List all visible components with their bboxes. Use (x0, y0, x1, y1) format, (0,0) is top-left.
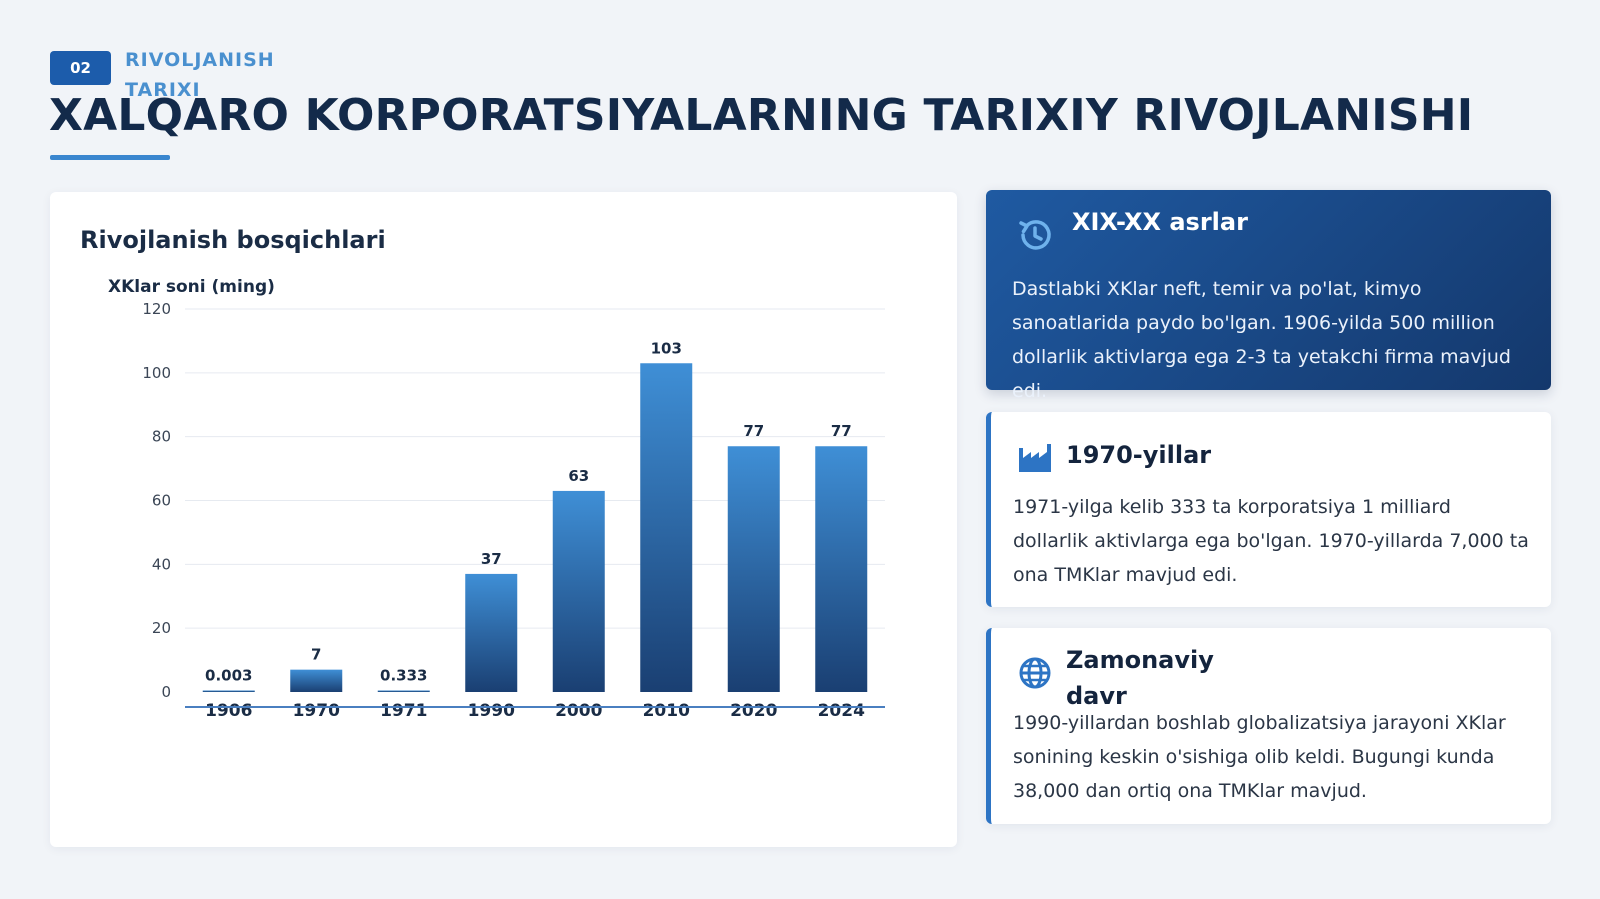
data-label-1906: 0.003 (205, 667, 252, 685)
y-axis-label: XKlar soni (ming) (108, 277, 275, 297)
card-heading: XIX-XX asrlar (1072, 208, 1248, 236)
y-tick-label: 60 (152, 492, 171, 510)
card-zamonaviy: Zamonaviy davr 1990-yillardan boshlab gl… (986, 628, 1551, 824)
x-tick-label-1906: 1906 (205, 701, 252, 721)
bar-2000 (552, 490, 605, 692)
card-heading: 1970-yillar (1066, 441, 1212, 469)
card-text: Dastlabki XKlar neft, temir va po'lat, k… (1012, 278, 1511, 402)
y-tick-label: 0 (161, 683, 171, 701)
grid-lines (185, 308, 885, 629)
data-labels: 0.003 7 0.333 37 63 103 77 77 (205, 339, 852, 684)
data-label-2020: 77 (743, 422, 764, 440)
bar-1970 (290, 669, 343, 692)
x-tick-label-1971: 1971 (380, 701, 427, 721)
bars (202, 363, 868, 692)
section-tag: 02 RIVOLJANISH TARIXI (50, 49, 285, 105)
bar-2024 (815, 446, 868, 692)
chart-title: Rivojlanish bosqichlari (80, 226, 386, 254)
data-label-1990: 37 (481, 550, 502, 568)
bar-chart: XKlar soni (ming) 0 20 40 60 80 100 120 0.003 7… (108, 277, 885, 721)
card-heading: Zamonaviy davr (1066, 646, 1214, 710)
x-tick-labels: 1906 1970 1971 1990 2000 2010 2020 2024 (205, 701, 865, 721)
chart-card: Rivojlanish bosqichlari XKlar soni (ming… (50, 192, 957, 847)
data-label-2024: 77 (831, 422, 852, 440)
bar-2020 (727, 446, 780, 692)
data-label-1970: 7 (311, 646, 321, 664)
title-underline (50, 155, 170, 160)
y-tick-label: 120 (142, 300, 171, 318)
data-label-2000: 63 (568, 467, 589, 485)
card-text: 1971-yilga kelib 333 ta korporatsiya 1 m… (1013, 496, 1529, 586)
x-tick-label-1990: 1990 (468, 701, 515, 721)
x-tick-label-2024: 2024 (818, 701, 865, 721)
y-tick-label: 100 (142, 364, 171, 382)
card-1970: 1970-yillar 1971-yilga kelib 333 ta korp… (986, 412, 1551, 607)
y-tick-label: 80 (152, 428, 171, 446)
card-xix-xx: XIX-XX asrlar Dastlabki XKlar neft, temi… (986, 190, 1551, 402)
x-tick-label-2020: 2020 (730, 701, 777, 721)
bar-1971 (377, 690, 430, 692)
x-tick-label-2000: 2000 (555, 701, 602, 721)
x-tick-label-1970: 1970 (293, 701, 340, 721)
section-number-badge: 02 (50, 51, 111, 85)
y-tick-label: 40 (152, 555, 171, 573)
history-icon (1019, 220, 1051, 250)
card-text: 1990-yillardan boshlab globalizatsiya ja… (1013, 712, 1506, 802)
bar-2010 (640, 363, 693, 692)
bar-1990 (465, 573, 518, 692)
y-tick-label: 20 (152, 619, 171, 637)
globe-icon (1019, 657, 1051, 689)
section-label: RIVOLJANISH TARIXI (125, 49, 275, 101)
factory-icon (1019, 444, 1051, 472)
data-label-1971: 0.333 (380, 667, 427, 685)
y-tick-labels: 0 20 40 60 80 100 120 (142, 300, 171, 701)
x-tick-label-2010: 2010 (643, 701, 690, 721)
data-label-2010: 103 (651, 339, 682, 357)
page-title: XALQARO KORPORATSIYALARNING TARIXIY RIVO… (49, 90, 1474, 141)
bar-1906 (202, 690, 255, 692)
